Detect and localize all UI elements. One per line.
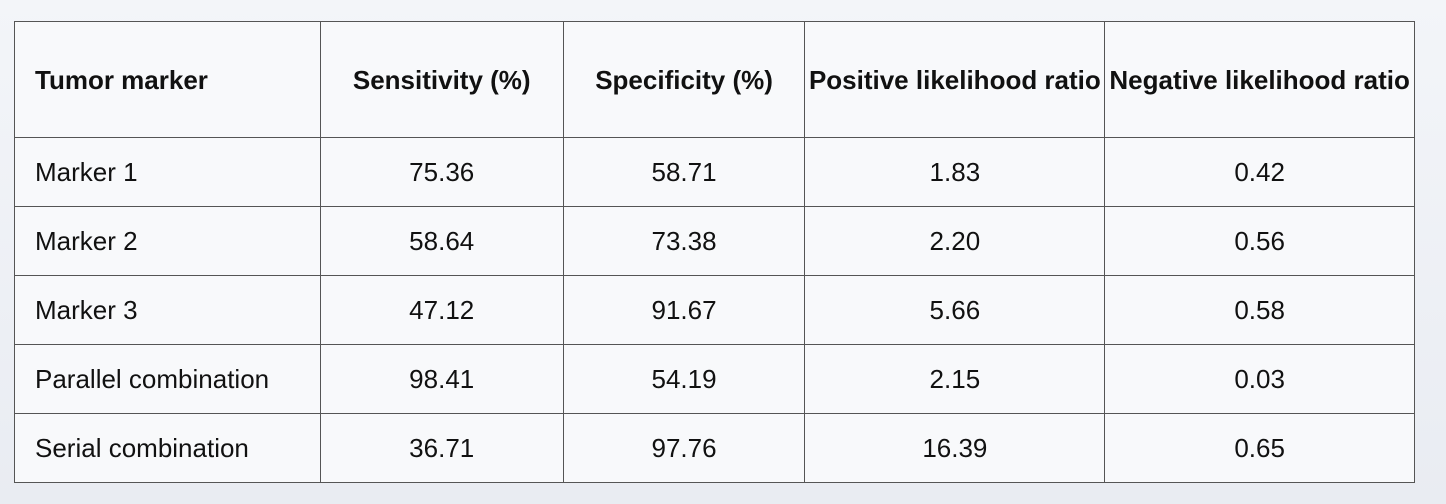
header-sensitivity: Sensitivity (%) xyxy=(319,21,564,138)
cell-negative-lr: 0.56 xyxy=(1104,206,1415,276)
header-negative-likelihood-ratio: Negative likelihood ratio xyxy=(1104,21,1415,138)
cell-specificity: 91.67 xyxy=(562,275,806,345)
header-positive-likelihood-ratio: Positive likelihood ratio xyxy=(804,21,1106,138)
cell-sensitivity: 47.12 xyxy=(319,275,564,345)
cell-specificity: 73.38 xyxy=(562,206,806,276)
cell-negative-lr: 0.03 xyxy=(1104,344,1415,414)
cell-negative-lr: 0.42 xyxy=(1104,137,1415,207)
header-tumor-marker: Tumor marker xyxy=(14,21,321,138)
table-row: Parallel combination 98.41 54.19 2.15 0.… xyxy=(14,344,1415,414)
table-row: Serial combination 36.71 97.76 16.39 0.6… xyxy=(14,413,1415,483)
cell-negative-lr: 0.65 xyxy=(1104,413,1415,483)
cell-specificity: 58.71 xyxy=(562,137,806,207)
cell-sensitivity: 58.64 xyxy=(319,206,564,276)
cell-positive-lr: 1.83 xyxy=(804,137,1106,207)
cell-sensitivity: 75.36 xyxy=(319,137,564,207)
cell-positive-lr: 2.15 xyxy=(804,344,1106,414)
cell-tumor-marker: Marker 1 xyxy=(14,137,321,207)
cell-tumor-marker: Parallel combination xyxy=(14,344,321,414)
table-header-row: Tumor marker Sensitivity (%) Specificity… xyxy=(14,21,1415,138)
cell-tumor-marker: Serial combination xyxy=(14,413,321,483)
table-row: Marker 3 47.12 91.67 5.66 0.58 xyxy=(14,275,1415,345)
table-row: Marker 1 75.36 58.71 1.83 0.42 xyxy=(14,137,1415,207)
cell-specificity: 97.76 xyxy=(562,413,806,483)
cell-negative-lr: 0.58 xyxy=(1104,275,1415,345)
cell-specificity: 54.19 xyxy=(562,344,806,414)
cell-positive-lr: 16.39 xyxy=(804,413,1106,483)
header-specificity: Specificity (%) xyxy=(562,21,806,138)
cell-sensitivity: 98.41 xyxy=(319,344,564,414)
cell-positive-lr: 2.20 xyxy=(804,206,1106,276)
cell-tumor-marker: Marker 3 xyxy=(14,275,321,345)
cell-tumor-marker: Marker 2 xyxy=(14,206,321,276)
cell-positive-lr: 5.66 xyxy=(804,275,1106,345)
table-row: Marker 2 58.64 73.38 2.20 0.56 xyxy=(14,206,1415,276)
cell-sensitivity: 36.71 xyxy=(319,413,564,483)
tumor-marker-table: Tumor marker Sensitivity (%) Specificity… xyxy=(14,21,1415,483)
